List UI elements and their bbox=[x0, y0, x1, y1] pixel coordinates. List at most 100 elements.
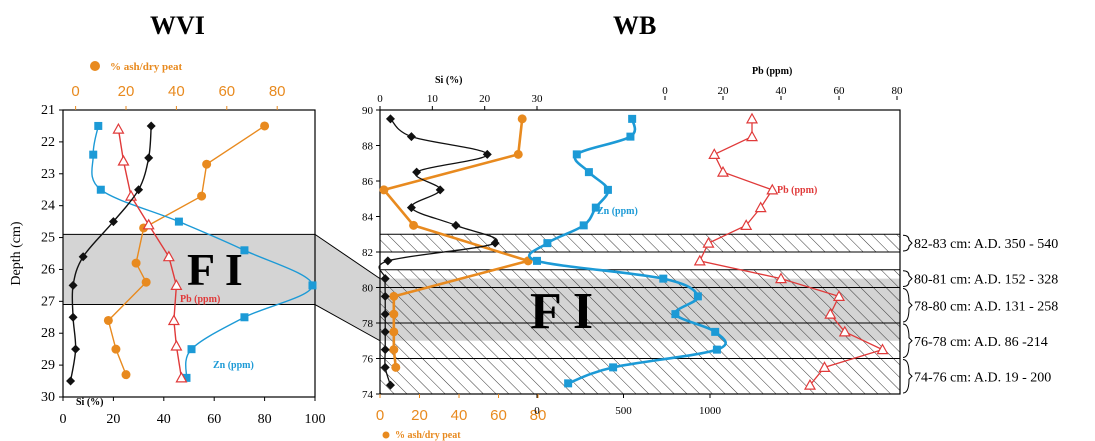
fi-connector-edge bbox=[314, 304, 381, 342]
y-tick-label: 26 bbox=[41, 262, 55, 277]
data-point bbox=[745, 130, 759, 142]
data-point bbox=[391, 362, 401, 372]
data-point bbox=[96, 185, 105, 194]
data-point bbox=[543, 239, 552, 248]
data-point bbox=[628, 114, 637, 123]
data-point bbox=[383, 256, 393, 266]
series-line bbox=[378, 118, 498, 386]
data-point bbox=[162, 250, 175, 262]
x-tick-label: 0 bbox=[60, 412, 67, 427]
ash-tick-label: 0 bbox=[376, 407, 384, 424]
y-tick-label: 30 bbox=[41, 390, 55, 405]
data-point bbox=[142, 218, 155, 230]
y-tick-label: 27 bbox=[41, 294, 55, 309]
data-point bbox=[308, 281, 317, 290]
data-point bbox=[740, 219, 753, 230]
data-point bbox=[584, 168, 593, 177]
pb-tick-label: 80 bbox=[892, 85, 904, 97]
fi-connector-edge bbox=[314, 233, 381, 280]
plot-frame-wvi bbox=[62, 109, 316, 398]
fi-label-wvi: F I bbox=[187, 244, 243, 295]
zone-date-label: 80-81 cm: A.D. 152 - 328 bbox=[914, 273, 1058, 288]
data-point bbox=[117, 154, 130, 166]
x-tick-label: 60 bbox=[207, 412, 221, 427]
data-point bbox=[671, 310, 680, 319]
fi-band-wvi bbox=[63, 234, 315, 305]
data-point bbox=[564, 379, 573, 388]
data-point bbox=[412, 167, 422, 177]
pb-tick-label: 60 bbox=[834, 85, 846, 97]
ash-legend-marker bbox=[382, 431, 390, 439]
data-point bbox=[406, 203, 416, 213]
top-tick-label: 80 bbox=[269, 83, 286, 100]
data-point bbox=[609, 363, 618, 372]
pb-series-label: Pb (ppm) bbox=[180, 294, 220, 305]
data-point bbox=[174, 217, 183, 226]
data-point bbox=[832, 290, 846, 301]
data-point bbox=[659, 274, 668, 283]
data-point bbox=[146, 121, 156, 131]
data-point bbox=[380, 274, 390, 284]
y-tick-label: 90 bbox=[362, 105, 374, 117]
x-tick-label: 20 bbox=[106, 412, 120, 427]
data-point bbox=[702, 236, 715, 248]
pb-series-label: Pb (ppm) bbox=[777, 185, 817, 196]
data-point bbox=[68, 280, 78, 290]
top-tick-label: 0 bbox=[71, 83, 79, 100]
hatched-zone bbox=[379, 322, 901, 359]
data-point bbox=[389, 345, 399, 355]
zone-date-label: 76-78 cm: A.D. 86 -214 bbox=[914, 335, 1048, 350]
y-tick-label: 21 bbox=[41, 103, 55, 118]
data-point bbox=[693, 254, 706, 266]
data-point bbox=[260, 121, 270, 131]
series-line bbox=[381, 118, 533, 368]
si-tick-label: 30 bbox=[532, 93, 544, 105]
data-point bbox=[71, 344, 81, 354]
data-point bbox=[187, 345, 196, 354]
data-point bbox=[182, 373, 191, 382]
zone-brace bbox=[902, 288, 913, 323]
zn-tick-label: 1000 bbox=[699, 405, 722, 417]
y-tick-label: 74 bbox=[362, 389, 374, 401]
pb-tick-label: 40 bbox=[776, 85, 788, 97]
pb-axis-label: Pb (ppm) bbox=[752, 66, 792, 77]
data-point bbox=[451, 220, 461, 230]
data-point bbox=[435, 185, 445, 195]
data-point bbox=[803, 378, 817, 390]
ash-tick-label: 20 bbox=[411, 407, 428, 424]
y-tick-label: 29 bbox=[41, 358, 55, 373]
data-point bbox=[380, 362, 390, 372]
data-point bbox=[754, 201, 767, 213]
data-point bbox=[66, 376, 76, 386]
zn-tick-label: 500 bbox=[615, 405, 632, 417]
x-tick-label: 80 bbox=[258, 412, 272, 427]
data-point bbox=[175, 371, 188, 383]
data-point bbox=[78, 252, 88, 262]
si-tick-label: 0 bbox=[377, 93, 383, 105]
zone-brace bbox=[902, 323, 913, 358]
ash-axis-label: % ash/dry peat bbox=[395, 430, 461, 441]
data-point bbox=[121, 370, 131, 380]
fi-label-wb: F I bbox=[530, 283, 593, 340]
si-axis-label: Si (%) bbox=[435, 75, 463, 86]
hatched-zone bbox=[379, 287, 901, 324]
y-tick-label: 86 bbox=[362, 176, 374, 188]
data-point bbox=[626, 132, 635, 141]
ash-legend-marker bbox=[90, 61, 100, 71]
data-point bbox=[170, 279, 183, 290]
si-tick-label: 20 bbox=[479, 93, 491, 105]
zone-date-label: 82-83 cm: A.D. 350 - 540 bbox=[914, 237, 1058, 252]
x-tick-label: 100 bbox=[305, 412, 326, 427]
data-point bbox=[409, 220, 419, 230]
y-tick-label: 80 bbox=[362, 283, 374, 295]
data-point bbox=[141, 277, 151, 287]
y-tick-label: 88 bbox=[362, 141, 374, 153]
si-series-label: Si (%) bbox=[76, 397, 104, 408]
data-point bbox=[533, 256, 541, 265]
data-point bbox=[167, 314, 180, 326]
data-point bbox=[385, 114, 395, 124]
data-point bbox=[385, 380, 395, 390]
y-tick-label: 84 bbox=[362, 212, 374, 224]
data-point bbox=[876, 343, 889, 355]
data-point bbox=[711, 327, 720, 336]
